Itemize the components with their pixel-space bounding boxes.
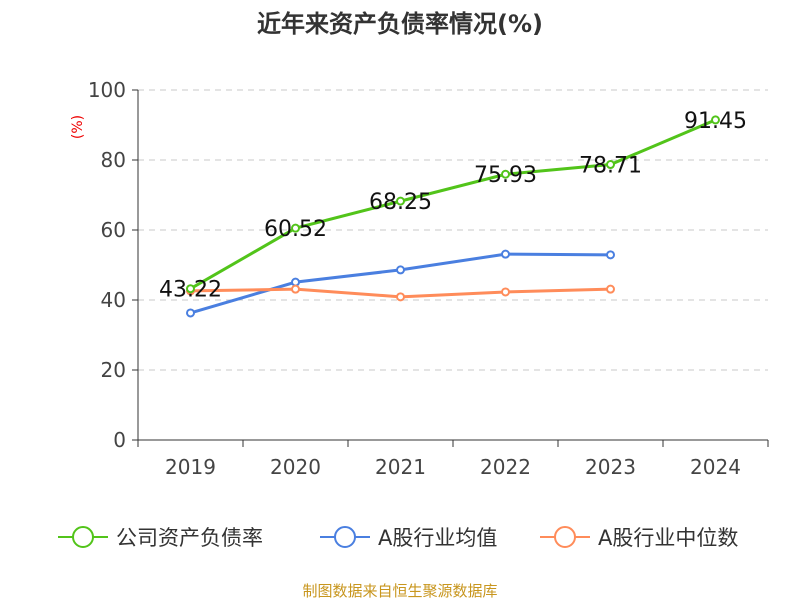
x-tick-label: 2019 [165, 455, 216, 479]
legend-marker [554, 526, 576, 548]
y-tick-label: 20 [101, 358, 126, 382]
y-tick-label: 100 [88, 78, 126, 102]
y-tick-label: 60 [101, 218, 126, 242]
data-point [186, 284, 195, 294]
x-tick-label: 2024 [690, 455, 741, 479]
y-tick-label: 0 [113, 428, 126, 452]
data-label: 60.52 [264, 217, 327, 242]
y-tick-label: 80 [101, 148, 126, 172]
legend-label: A股行业中位数 [598, 526, 738, 550]
legend-label: 公司资产负债率 [116, 526, 263, 550]
x-tick-label: 2020 [270, 455, 321, 479]
x-tick-label: 2022 [480, 455, 531, 479]
data-point [291, 284, 300, 294]
data-point [396, 292, 405, 302]
data-point [396, 265, 405, 275]
series-line [189, 118, 717, 291]
data-label: 68.25 [369, 190, 432, 215]
series-line [190, 252, 611, 315]
data-point [291, 277, 300, 287]
y-axis-label: (%) [70, 115, 86, 139]
data-point [711, 115, 720, 125]
legend-marker [334, 526, 356, 548]
data-point [501, 249, 510, 259]
data-point [606, 160, 615, 170]
data-point [501, 287, 510, 297]
data-point [291, 223, 300, 233]
data-label: 75.93 [474, 163, 537, 188]
data-label: 43.22 [159, 278, 222, 303]
legend-label: A股行业均值 [378, 526, 497, 550]
chart-title: 近年来资产负债率情况(%) [257, 10, 543, 38]
data-label: 91.45 [684, 109, 747, 134]
legend-marker [72, 526, 94, 548]
x-tick-label: 2023 [585, 455, 636, 479]
source-footer: 制图数据来自恒生聚源数据库 [302, 582, 497, 600]
x-tick-label: 2021 [375, 455, 426, 479]
y-tick-label: 40 [101, 288, 126, 312]
data-label: 78.71 [579, 154, 642, 179]
data-point [186, 308, 195, 318]
data-point [606, 250, 615, 260]
data-point [501, 169, 510, 179]
data-point [396, 196, 405, 206]
data-point [606, 284, 615, 294]
